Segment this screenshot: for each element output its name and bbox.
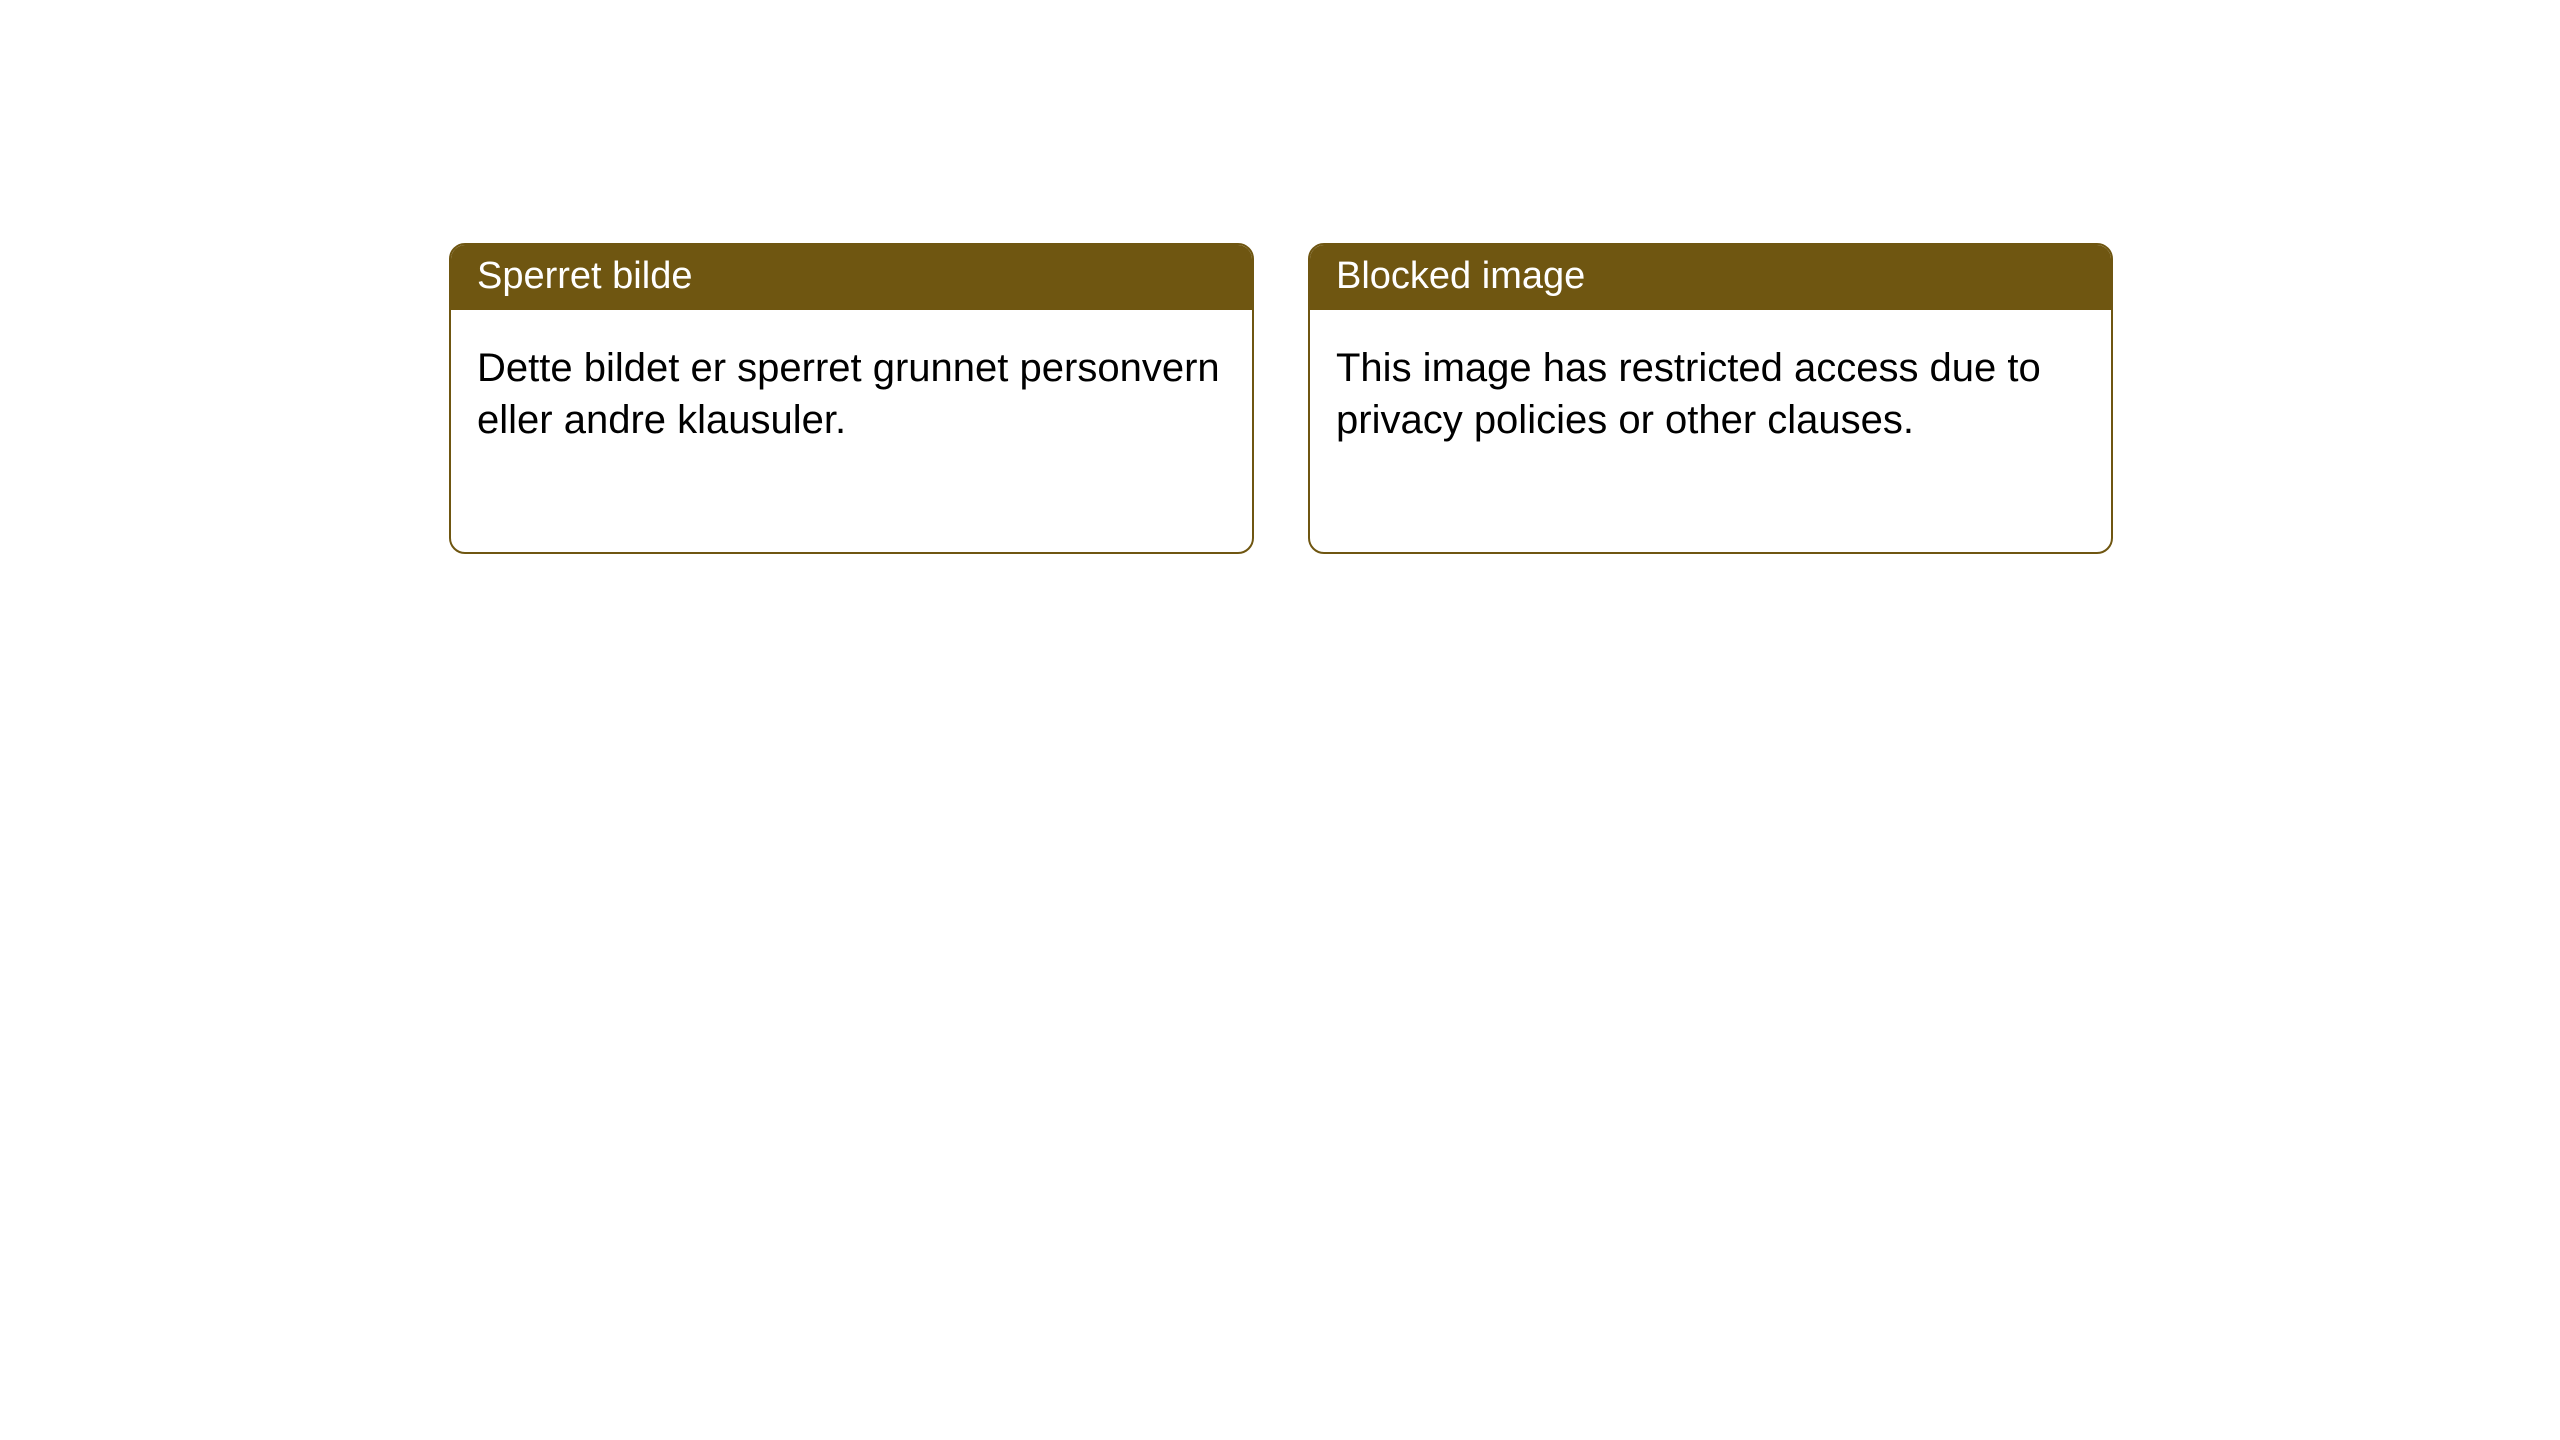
notice-header: Sperret bilde — [451, 245, 1252, 310]
notice-title: Blocked image — [1336, 255, 1585, 297]
notice-container: Sperret bilde Dette bildet er sperret gr… — [449, 243, 2113, 554]
notice-body-text: Dette bildet er sperret grunnet personve… — [477, 346, 1220, 442]
notice-body: Dette bildet er sperret grunnet personve… — [451, 310, 1252, 552]
notice-header: Blocked image — [1310, 245, 2111, 310]
notice-body: This image has restricted access due to … — [1310, 310, 2111, 552]
notice-card-norwegian: Sperret bilde Dette bildet er sperret gr… — [449, 243, 1254, 554]
notice-title: Sperret bilde — [477, 255, 692, 297]
notice-card-english: Blocked image This image has restricted … — [1308, 243, 2113, 554]
notice-body-text: This image has restricted access due to … — [1336, 346, 2041, 442]
